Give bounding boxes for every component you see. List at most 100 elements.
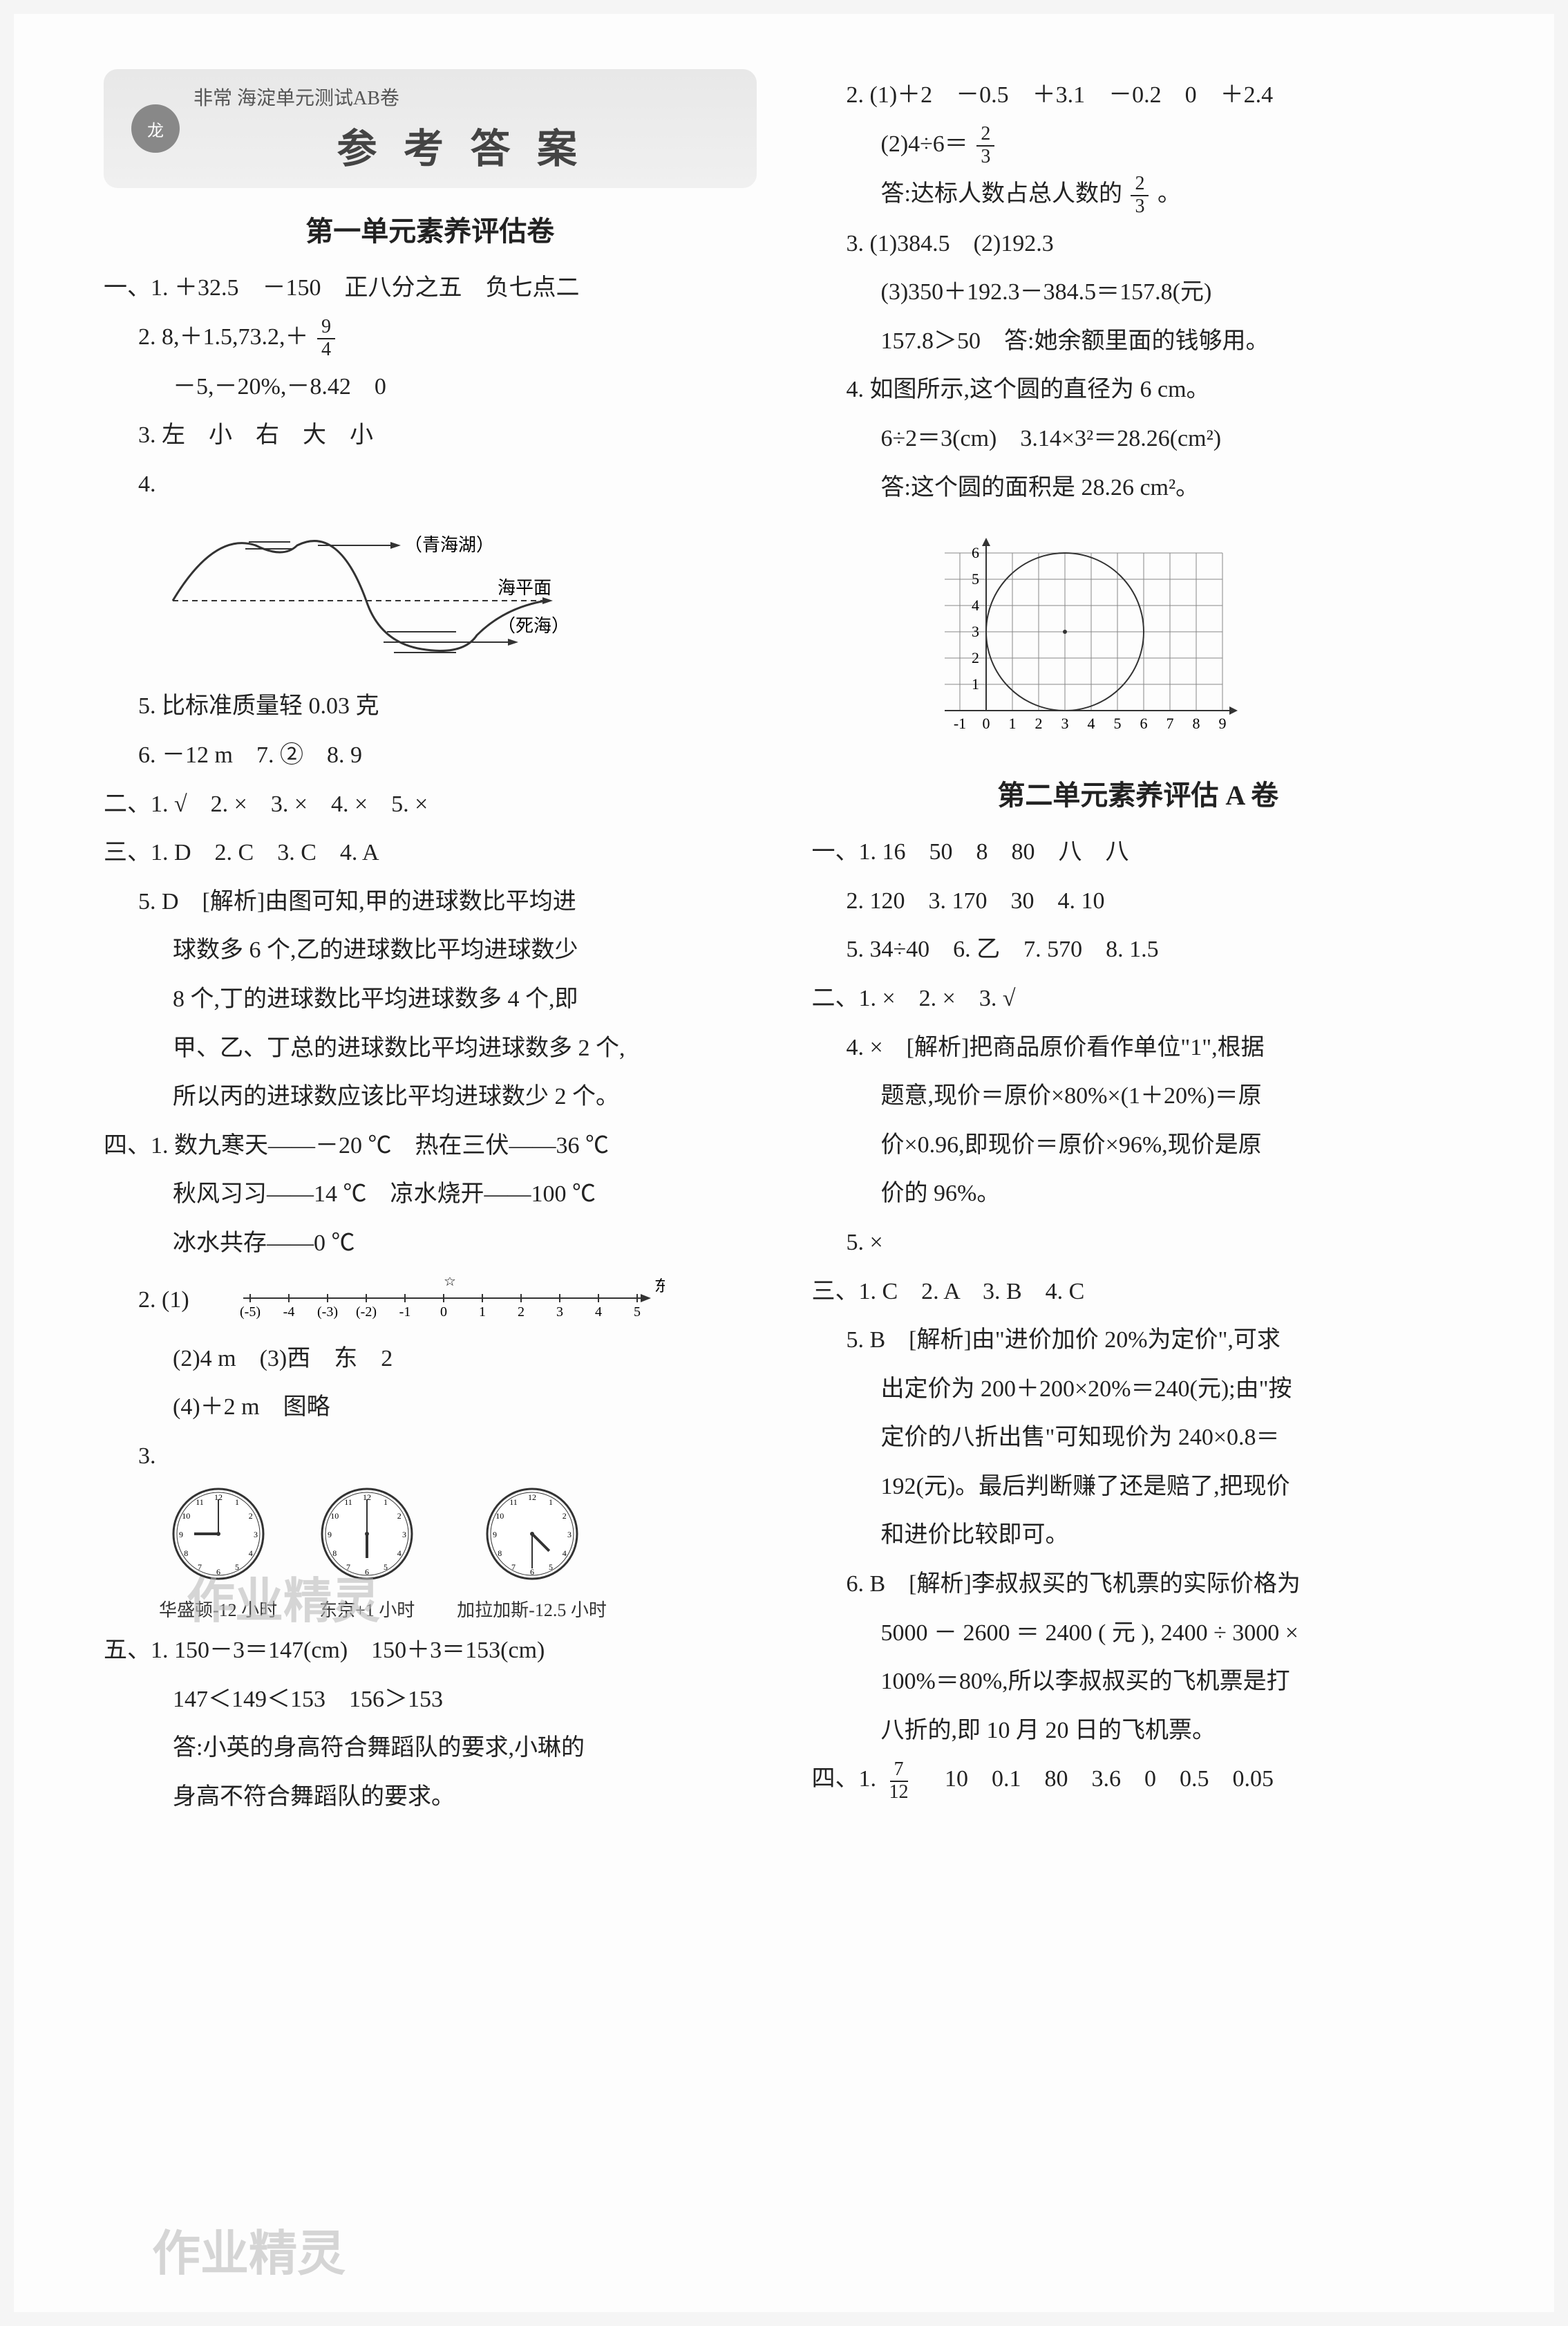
q2c-frac: 2 3 bbox=[1131, 173, 1149, 218]
u1-s3-q5b: 球数多 6 个,乙的进球数比平均进球数少 bbox=[104, 928, 757, 973]
mountain-diagram: （青海湖） 海平面 （死海） bbox=[159, 518, 574, 670]
u1-s3-q5a: 5. D [解析]由图可知,甲的进球数比平均进 bbox=[104, 880, 757, 925]
svg-text:5: 5 bbox=[235, 1562, 239, 1572]
u2-s2-q4b: 题意,现价＝原价×80%×(1＋20%)＝原 bbox=[812, 1074, 1465, 1119]
u2-s2-q5: 5. × bbox=[812, 1221, 1465, 1266]
u1-s4-q1b: 秋风习习——14 ℃ 凉水烧开——100 ℃ bbox=[104, 1172, 757, 1217]
clocks-row: 123456789101112 华盛顿-12 小时 12345678910111… bbox=[159, 1485, 757, 1622]
u1-s4-q1a: 四、1. 数九寒天——－20 ℃ 热在三伏——36 ℃ bbox=[104, 1124, 757, 1169]
u1-s5-q3c: 157.8＞50 答:她余额里面的钱够用。 bbox=[812, 319, 1465, 364]
svg-text:5: 5 bbox=[972, 570, 979, 588]
page: 龙 非常 海淀单元测试AB卷 参 考 答 案 第一单元素养评估卷 一、1. ＋3… bbox=[14, 14, 1554, 2312]
svg-text:2: 2 bbox=[248, 1511, 252, 1521]
u1-s1-q6: 6. －12 m 7. ② 8. 9 bbox=[104, 733, 757, 778]
svg-text:(-2): (-2) bbox=[356, 1304, 377, 1320]
u1-s5-q1c: 答:小英的身高符合舞蹈队的要求,小琳的 bbox=[104, 1726, 757, 1771]
u1-s3-q5d: 甲、乙、丁总的进球数比平均进球数多 2 个, bbox=[104, 1026, 757, 1071]
u2-s4-q1: 四、1. 7 12 10 0.1 80 3.6 0 0.5 0.05 bbox=[812, 1757, 1465, 1803]
banner-title: 参 考 答 案 bbox=[193, 116, 729, 174]
clock-icon: 123456789101112 bbox=[170, 1485, 267, 1582]
svg-text:2: 2 bbox=[397, 1511, 402, 1521]
sea-label: 海平面 bbox=[498, 578, 551, 598]
u2-s3-q5d: 192(元)。最后判断赚了还是赔了,把现价 bbox=[812, 1465, 1465, 1510]
header-banner: 龙 非常 海淀单元测试AB卷 参 考 答 案 bbox=[104, 69, 757, 188]
svg-text:5: 5 bbox=[549, 1562, 553, 1572]
q2b-pre: (2)4÷6＝ bbox=[881, 131, 968, 157]
svg-text:9: 9 bbox=[328, 1530, 332, 1539]
s4-pre: 四、1. bbox=[812, 1766, 882, 1792]
u2-s3-q5e: 和进价比较即可。 bbox=[812, 1513, 1465, 1558]
u1-s1-q2b: －5,－20%,－8.42 0 bbox=[104, 365, 757, 410]
right-column: 2. (1)＋2 －0.5 ＋3.1 －0.2 0 ＋2.4 (2)4÷6＝ 2… bbox=[784, 69, 1486, 2257]
u2-s2-q4d: 价的 96%。 bbox=[812, 1172, 1465, 1217]
clock-icon: 123456789101112 bbox=[484, 1485, 580, 1582]
svg-text:10: 10 bbox=[495, 1511, 504, 1521]
svg-text:2: 2 bbox=[1035, 715, 1042, 732]
svg-text:7: 7 bbox=[1166, 715, 1173, 732]
u2-s3-q6b: 5000 － 2600 ＝ 2400 ( 元 ), 2400 ÷ 3000 × bbox=[812, 1611, 1465, 1656]
u1-s4-q2c: (4)＋2 m 图略 bbox=[104, 1385, 757, 1430]
clock-icon: 123456789101112 bbox=[319, 1485, 415, 1582]
circle-on-grid: -3-2-10123456789123456 bbox=[945, 517, 1332, 752]
svg-text:1: 1 bbox=[549, 1498, 553, 1508]
q2c-post: 。 bbox=[1158, 181, 1181, 207]
u1-s4-q2b: (2)4 m (3)西 东 2 bbox=[104, 1337, 757, 1382]
svg-text:9: 9 bbox=[179, 1530, 183, 1539]
u2-s3-q14: 三、1. C 2. A 3. B 4. C bbox=[812, 1270, 1465, 1315]
u2-s1-q1: 一、1. 16 50 8 80 八 八 bbox=[812, 830, 1465, 875]
clock-caption: 华盛顿-12 小时 bbox=[159, 1596, 277, 1622]
svg-text:7: 7 bbox=[198, 1562, 202, 1572]
dead-label: （死海） bbox=[498, 616, 569, 636]
u1-s4-q2a: 2. (1) (-5)-4(-3)(-2)-1012345 东 ☆ bbox=[104, 1270, 757, 1333]
q2b-frac: 2 3 bbox=[976, 124, 994, 168]
u1-s1-q4-label: 4. bbox=[104, 462, 757, 507]
svg-text:8: 8 bbox=[332, 1548, 337, 1558]
svg-text:6: 6 bbox=[365, 1567, 369, 1577]
svg-text:0: 0 bbox=[982, 715, 990, 732]
u1-s1-q5: 5. 比标准质量轻 0.03 克 bbox=[104, 684, 757, 729]
u2-s1-q58: 5. 34÷40 6. 乙 7. 570 8. 1.5 bbox=[812, 928, 1465, 973]
svg-text:1: 1 bbox=[1008, 715, 1016, 732]
svg-text:7: 7 bbox=[511, 1562, 516, 1572]
svg-text:0: 0 bbox=[440, 1304, 447, 1320]
u1-s3-q5c: 8 个,丁的进球数比平均进球数多 4 个,即 bbox=[104, 977, 757, 1022]
u1-s5-q1d: 身高不符合舞蹈队的要求。 bbox=[104, 1775, 757, 1820]
svg-text:-1: -1 bbox=[954, 715, 966, 732]
u1-s5-q2c: 答:达标人数占总人数的 2 3 。 bbox=[812, 172, 1465, 218]
clock-caption: 东京+1 小时 bbox=[319, 1596, 415, 1622]
svg-text:9: 9 bbox=[493, 1530, 497, 1539]
svg-text:4: 4 bbox=[595, 1304, 602, 1320]
unit1-title: 第一单元素养评估卷 bbox=[104, 209, 757, 249]
svg-text:6: 6 bbox=[972, 544, 979, 561]
u2-s3-q5c: 定价的八折出售"可知现价为 240×0.8＝ bbox=[812, 1416, 1465, 1461]
svg-text:4: 4 bbox=[562, 1548, 566, 1558]
u1-s5-q2b: (2)4÷6＝ 2 3 bbox=[812, 122, 1465, 168]
u1-s3-q14: 三、1. D 2. C 3. C 4. A bbox=[104, 831, 757, 876]
u1-s3-q5e: 所以丙的进球数应该比平均进球数少 2 个。 bbox=[104, 1075, 757, 1120]
svg-text:10: 10 bbox=[330, 1511, 339, 1521]
clock: 123456789101112 华盛顿-12 小时 bbox=[159, 1485, 277, 1622]
svg-text:4: 4 bbox=[972, 597, 979, 614]
u1-s5-q4a: 4. 如图所示,这个圆的直径为 6 cm。 bbox=[812, 368, 1465, 413]
frac-num: 2 bbox=[1131, 173, 1149, 196]
svg-text:5: 5 bbox=[1113, 715, 1121, 732]
svg-text:8: 8 bbox=[498, 1548, 502, 1558]
svg-text:1: 1 bbox=[384, 1498, 388, 1508]
svg-text:-4: -4 bbox=[283, 1304, 295, 1320]
svg-text:6: 6 bbox=[530, 1567, 534, 1577]
s4-rest: 10 0.1 80 3.6 0 0.5 0.05 bbox=[921, 1766, 1274, 1792]
svg-text:8: 8 bbox=[184, 1548, 188, 1558]
left-column: 龙 非常 海淀单元测试AB卷 参 考 答 案 第一单元素养评估卷 一、1. ＋3… bbox=[83, 69, 784, 2257]
svg-text:3: 3 bbox=[1061, 715, 1068, 732]
u2-s3-q6d: 八折的,即 10 月 20 日的飞机票。 bbox=[812, 1709, 1465, 1754]
svg-text:2: 2 bbox=[562, 1511, 566, 1521]
clock-caption: 加拉加斯-12.5 小时 bbox=[457, 1596, 607, 1622]
svg-text:5: 5 bbox=[634, 1304, 641, 1320]
u2-s3-q5a: 5. B [解析]由"进价加价 20%为定价",可求 bbox=[812, 1318, 1465, 1363]
east-label: 东 bbox=[654, 1277, 665, 1295]
u2-s1-q234: 2. 120 3. 170 30 4. 10 bbox=[812, 879, 1465, 924]
u1-s4-q3-label: 3. bbox=[104, 1434, 757, 1479]
u1-s5-q4c: 答:这个圆的面积是 28.26 cm²。 bbox=[812, 466, 1465, 511]
u2-s2-q4a: 4. × [解析]把商品原价看作单位"1",根据 bbox=[812, 1026, 1465, 1071]
svg-text:3: 3 bbox=[567, 1530, 572, 1539]
